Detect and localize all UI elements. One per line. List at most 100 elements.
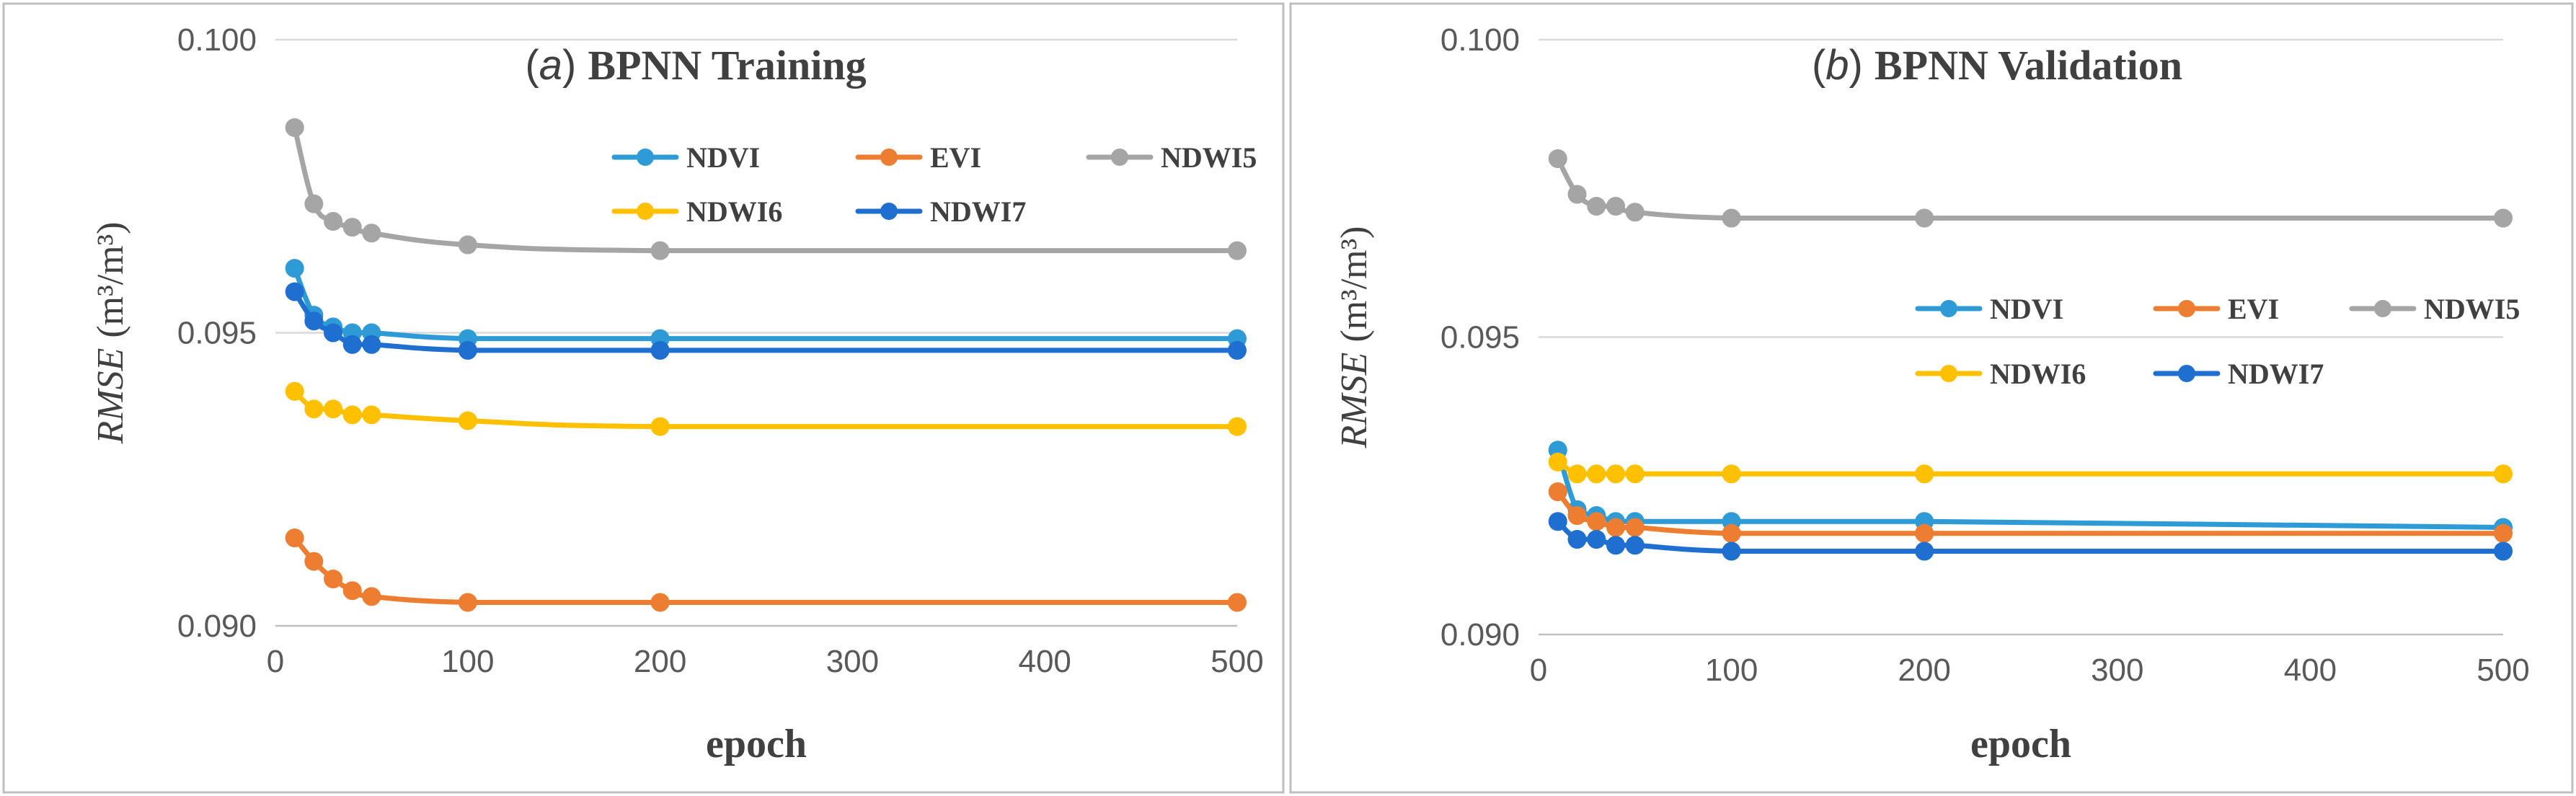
y-tick-label: 0.100	[1440, 22, 1520, 58]
y-tick-label: 0.090	[177, 609, 257, 644]
chart-title: (b) BPNN Validation	[1812, 42, 2182, 89]
legend-marker	[880, 149, 898, 166]
legend-marker	[1940, 365, 1957, 382]
x-tick-label: 0	[267, 644, 284, 679]
data-point	[458, 411, 477, 430]
data-point	[285, 529, 304, 548]
data-point	[1567, 185, 1587, 204]
data-point	[1722, 541, 1741, 561]
chart-title: (a) BPNN Training	[525, 42, 866, 89]
data-point	[324, 399, 343, 419]
data-point	[362, 224, 381, 243]
data-point	[1567, 506, 1587, 525]
legend-label: NDWI6	[686, 195, 782, 228]
legend-marker	[880, 203, 898, 220]
data-point	[324, 212, 343, 231]
legend-marker	[2374, 300, 2391, 317]
legend-marker	[1111, 149, 1128, 166]
series-ndwi5	[1548, 149, 2513, 228]
title-text: BPNN Validation	[1875, 42, 2182, 89]
data-point	[1915, 208, 1934, 228]
data-point	[304, 552, 324, 571]
data-point	[1606, 536, 1626, 555]
legend-item-ndwi5: NDWI5	[2349, 293, 2520, 325]
series-ndwi5	[285, 118, 1247, 260]
legend-label: NDWI5	[2424, 293, 2520, 325]
legend-item-ndwi6: NDWI6	[611, 195, 782, 228]
x-tick-label: 500	[2477, 653, 2529, 688]
data-point	[1548, 452, 1567, 472]
title-panel-letter: a	[539, 42, 562, 89]
legend-label: NDWI7	[930, 195, 1026, 228]
data-point	[285, 118, 304, 137]
data-point	[458, 593, 477, 612]
x-tick-label: 200	[634, 644, 686, 679]
data-point	[1625, 536, 1645, 555]
title-paren-open: (	[1812, 42, 1825, 89]
data-point	[1915, 523, 1934, 543]
data-point	[342, 581, 362, 601]
legend-item-ndvi: NDVI	[1915, 293, 2063, 325]
x-tick-label: 200	[1898, 653, 1950, 688]
legend-label: NDVI	[686, 141, 760, 174]
chart-panel-b: 0.090 0.095 0.100 0 100 200 300 400 500 (b) BPNN …	[1289, 2, 2574, 794]
legend: NDVI EVI NDWI5 NDWI6 NDWI7	[1915, 293, 2520, 390]
data-point	[342, 335, 362, 354]
legend-marker	[2178, 300, 2195, 317]
legend-item-ndwi7: NDWI7	[2153, 358, 2324, 390]
legend-label: NDWI7	[2228, 358, 2324, 390]
data-point	[1228, 241, 1247, 260]
x-axis-label: epoch	[1970, 722, 2071, 766]
y-tick-label: 0.090	[1440, 617, 1520, 653]
data-point	[1567, 530, 1587, 549]
data-point	[1722, 523, 1741, 543]
y-axis-label: RMSE (m³/m³)	[1334, 226, 1375, 449]
data-point	[1587, 197, 1606, 216]
data-point	[2494, 464, 2513, 484]
data-point	[1625, 203, 1645, 222]
data-point	[324, 569, 343, 588]
data-point	[650, 340, 670, 360]
series-ndwi7	[1548, 512, 2513, 561]
y-tick-label: 0.095	[177, 316, 257, 351]
data-point	[324, 323, 343, 342]
y-tick-label: 0.095	[1440, 320, 1520, 355]
legend-item-ndvi: NDVI	[611, 141, 760, 174]
y-axis-unit: (m³/m³)	[90, 222, 131, 338]
data-point	[2494, 541, 2513, 561]
legend-label: NDVI	[1990, 293, 2063, 325]
x-tick-label: 500	[1210, 644, 1263, 679]
y-axis-label: RMSE (m³/m³)	[90, 222, 131, 445]
series-ndwi6	[285, 381, 1247, 436]
data-point	[1228, 593, 1247, 612]
y-tick-label: 0.100	[177, 22, 257, 58]
data-point	[1722, 464, 1741, 484]
data-point	[1567, 464, 1587, 484]
data-point	[285, 282, 304, 301]
x-tick-label: 0	[1530, 653, 1547, 688]
data-point	[458, 235, 477, 255]
legend-marker	[637, 149, 654, 166]
legend-marker	[2178, 365, 2195, 382]
y-axis-variable: RMSE	[90, 348, 131, 445]
data-point	[362, 335, 381, 354]
series-line-ndwi5	[292, 125, 1240, 254]
legend-marker	[637, 203, 654, 220]
title-paren-close: )	[1849, 42, 1875, 89]
data-point	[1587, 512, 1606, 531]
data-point	[1548, 512, 1567, 531]
data-point	[1587, 464, 1606, 484]
data-point	[362, 587, 381, 606]
data-point	[1228, 417, 1247, 436]
x-tick-label: 400	[1018, 644, 1071, 679]
legend-label: EVI	[2228, 293, 2279, 325]
data-point	[650, 593, 670, 612]
data-point	[362, 405, 381, 425]
legend-item-evi: EVI	[855, 141, 981, 174]
data-point	[1548, 149, 1567, 168]
data-point	[1548, 482, 1567, 501]
series-evi	[285, 529, 1247, 612]
data-point	[1228, 340, 1247, 360]
legend-label: NDWI6	[1990, 358, 2086, 390]
legend-label: EVI	[930, 141, 981, 174]
